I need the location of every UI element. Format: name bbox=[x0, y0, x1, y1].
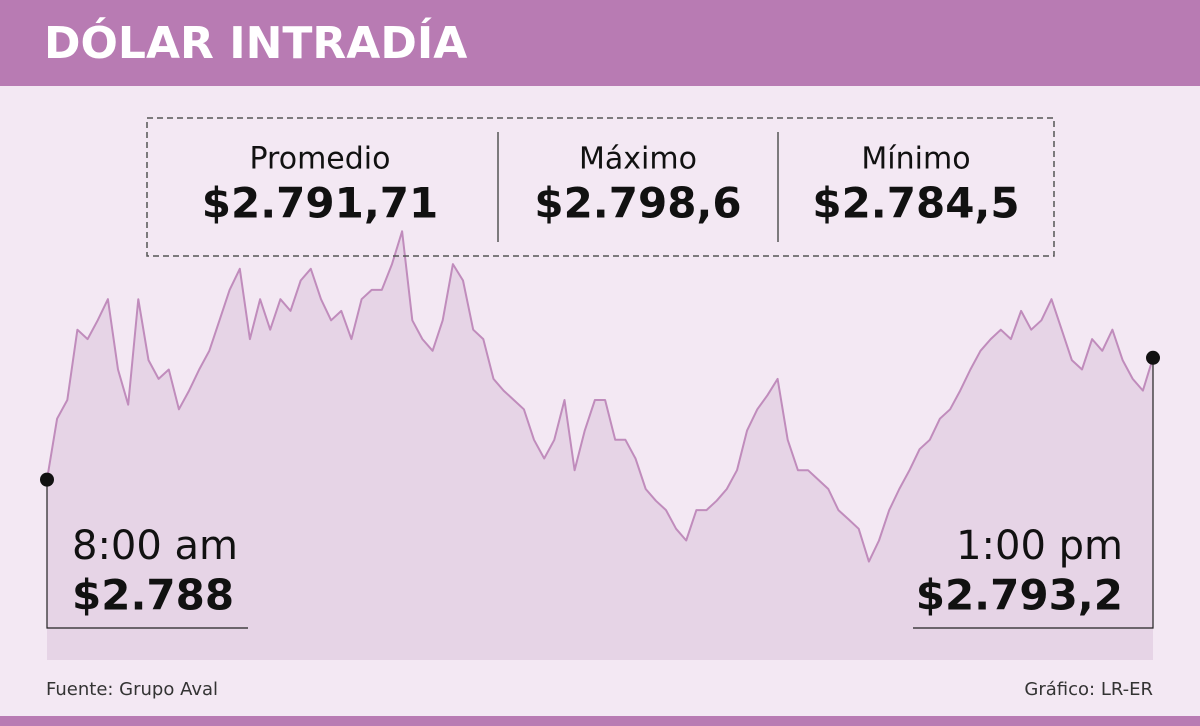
value-label: $2.788 bbox=[72, 571, 234, 620]
stat-value: $2.798,6 bbox=[534, 179, 741, 228]
leader-line bbox=[46, 479, 248, 629]
stat-label: Mínimo bbox=[861, 142, 970, 177]
credit: Gráfico: LR-ER bbox=[1024, 679, 1153, 700]
start-time: 8:00 am bbox=[72, 523, 238, 569]
source: Fuente: Grupo Aval bbox=[46, 679, 218, 700]
end-time: 1:00 pm bbox=[956, 523, 1123, 569]
stat-value: $2.784,5 bbox=[812, 179, 1019, 228]
endpoint-dot bbox=[1146, 350, 1160, 365]
leader-line bbox=[913, 357, 1154, 629]
stat-value: $2.791,71 bbox=[202, 179, 438, 228]
stat-label: Promedio bbox=[249, 142, 390, 177]
footer-band bbox=[0, 716, 1200, 726]
chart-title: DÓLAR INTRADÍA bbox=[44, 16, 467, 69]
header-band bbox=[0, 0, 1200, 86]
plot bbox=[46, 230, 1154, 661]
stat-label: Máximo bbox=[579, 142, 697, 177]
endpoint-dot bbox=[40, 472, 54, 487]
area bbox=[47, 231, 1153, 661]
line bbox=[46, 230, 1154, 563]
stats-box bbox=[146, 117, 1055, 257]
value-label: $2.793,2 bbox=[916, 571, 1123, 620]
